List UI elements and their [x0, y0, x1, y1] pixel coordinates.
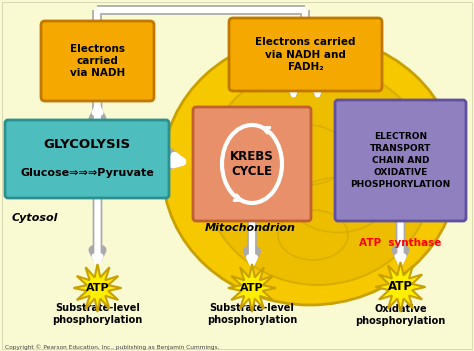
Text: ATP: ATP	[240, 283, 264, 293]
FancyBboxPatch shape	[335, 100, 466, 221]
Text: Glucose⇒⇒⇒Pyruvate: Glucose⇒⇒⇒Pyruvate	[20, 168, 154, 178]
Polygon shape	[228, 264, 276, 312]
Ellipse shape	[203, 65, 433, 285]
FancyBboxPatch shape	[41, 21, 154, 101]
Text: ATP: ATP	[86, 283, 109, 293]
Text: Mitochondrion: Mitochondrion	[205, 223, 296, 233]
Text: Electrons
carried
via NADH: Electrons carried via NADH	[70, 44, 125, 78]
Polygon shape	[375, 262, 426, 312]
Polygon shape	[73, 264, 121, 312]
Text: Cytosol: Cytosol	[12, 213, 58, 223]
Text: Copyright © Pearson Education, Inc., publishing as Benjamin Cummings.: Copyright © Pearson Education, Inc., pub…	[5, 344, 219, 350]
Text: KREBS
CYCLE: KREBS CYCLE	[230, 150, 274, 178]
Text: GLYCOLYSIS: GLYCOLYSIS	[44, 139, 130, 152]
Text: Substrate-level
phosphorylation: Substrate-level phosphorylation	[52, 303, 143, 325]
FancyBboxPatch shape	[193, 107, 311, 221]
FancyBboxPatch shape	[229, 18, 382, 91]
Text: ATP: ATP	[388, 280, 413, 293]
Text: Oxidative
phosphorylation: Oxidative phosphorylation	[356, 304, 446, 326]
Text: ELECTRON
TRANSPORT
CHAIN AND
OXIDATIVE
PHOSPHORYLATION: ELECTRON TRANSPORT CHAIN AND OXIDATIVE P…	[350, 132, 451, 188]
FancyBboxPatch shape	[5, 120, 169, 198]
Text: Electrons carried
via NADH and
FADH₂: Electrons carried via NADH and FADH₂	[255, 37, 356, 72]
Text: ATP  synthase: ATP synthase	[359, 238, 441, 248]
Text: Substrate-level
phosphorylation: Substrate-level phosphorylation	[207, 303, 297, 325]
Ellipse shape	[163, 35, 457, 305]
